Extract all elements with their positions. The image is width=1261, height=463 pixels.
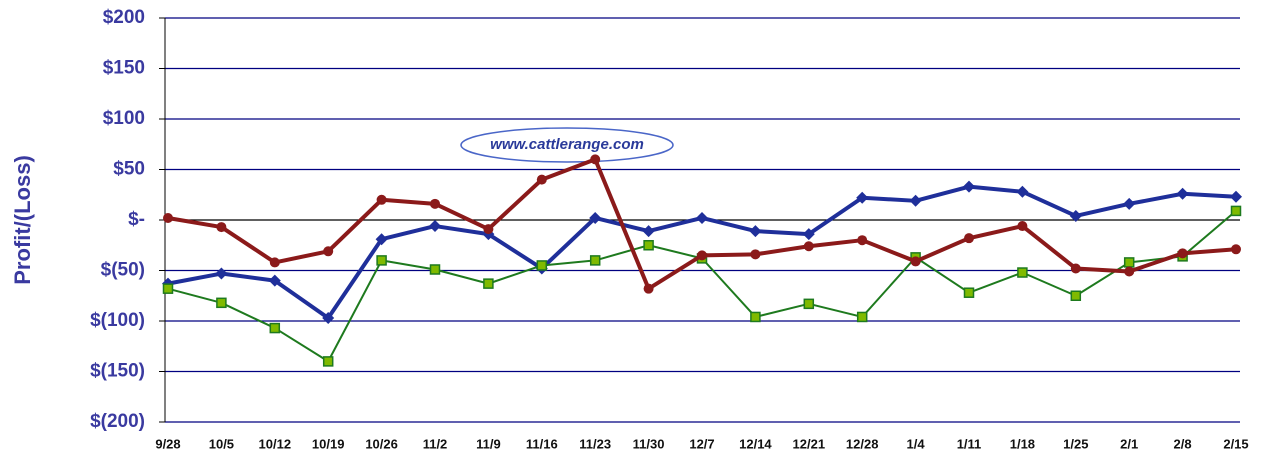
x-tick-label: 9/28 [155, 436, 180, 451]
marker [429, 220, 441, 233]
y-tick-label: $(150) [90, 361, 145, 382]
x-tick-label: 11/30 [633, 436, 665, 451]
marker [322, 311, 335, 324]
y-tick-label: $(50) [101, 260, 145, 281]
y-tick-label: $(100) [90, 310, 145, 331]
marker [536, 174, 547, 185]
marker [642, 225, 655, 238]
marker [749, 225, 762, 238]
y-tick-label: $(200) [90, 411, 145, 432]
marker [1123, 197, 1136, 210]
marker [215, 267, 228, 280]
marker [1070, 263, 1081, 274]
marker [429, 264, 441, 275]
marker [269, 257, 280, 268]
marker [1231, 244, 1241, 255]
y-tick-label: $150 [103, 58, 145, 79]
marker [856, 191, 869, 204]
marker [589, 255, 601, 266]
x-tick-label: 2/8 [1174, 436, 1192, 451]
marker [1230, 205, 1242, 217]
marker [216, 297, 227, 309]
x-tick-label: 1/18 [1010, 436, 1035, 451]
marker [1123, 257, 1135, 268]
marker [697, 250, 707, 261]
marker [750, 311, 761, 323]
marker [909, 194, 922, 207]
x-tick-label: 1/4 [907, 436, 926, 451]
marker [269, 322, 281, 334]
marker [376, 255, 387, 266]
x-tick-label: 10/5 [209, 436, 234, 451]
marker [643, 240, 654, 251]
x-tick-label: 1/11 [957, 436, 982, 451]
x-tick-label: 2/1 [1120, 436, 1138, 451]
marker [483, 278, 494, 289]
marker [163, 212, 173, 223]
marker [1017, 221, 1028, 232]
y-tick-label: $100 [103, 108, 145, 129]
x-tick-label: 12/7 [689, 436, 714, 451]
marker [322, 356, 334, 367]
marker [696, 211, 708, 224]
x-tick-label: 11/23 [579, 436, 611, 451]
marker [1124, 266, 1135, 277]
marker [483, 224, 494, 235]
watermark: www.cattlerange.com [490, 136, 644, 153]
marker [1230, 190, 1242, 203]
marker [963, 180, 975, 193]
marker [216, 222, 227, 233]
marker [802, 228, 815, 241]
x-tick-label: 11/2 [423, 436, 448, 451]
marker [430, 198, 440, 209]
marker [323, 246, 334, 257]
x-tick-label: 11/16 [526, 436, 558, 451]
marker [963, 287, 975, 298]
marker [643, 283, 654, 294]
marker [1016, 185, 1029, 198]
x-tick-label: 10/26 [365, 436, 398, 451]
marker [910, 256, 921, 267]
marker [589, 211, 602, 224]
marker [1017, 267, 1028, 278]
marker [1070, 290, 1082, 301]
marker [964, 233, 974, 244]
marker [750, 249, 761, 260]
x-tick-label: 12/21 [793, 436, 826, 451]
x-tick-label: 12/28 [846, 436, 879, 451]
marker [536, 260, 548, 271]
marker [162, 283, 174, 294]
marker [1069, 209, 1082, 222]
marker [1176, 187, 1189, 200]
marker [803, 241, 814, 252]
marker [857, 235, 868, 246]
marker [375, 233, 388, 246]
marker [376, 194, 387, 205]
series-line [167, 210, 1237, 363]
y-axis-title: Profit/(Loss) [10, 155, 35, 285]
marker [803, 298, 815, 310]
y-tick-label: $50 [113, 159, 145, 180]
y-tick-label: $- [128, 209, 145, 230]
marker [268, 274, 281, 287]
x-tick-label: 1/25 [1063, 436, 1088, 451]
x-tick-label: 2/15 [1223, 436, 1248, 451]
y-tick-label: $200 [103, 7, 145, 28]
x-tick-label: 10/19 [312, 436, 345, 451]
x-tick-label: 11/9 [476, 436, 501, 451]
x-tick-label: 10/12 [259, 436, 292, 451]
marker [1177, 248, 1188, 259]
marker [590, 154, 601, 165]
x-tick-label: 12/14 [739, 436, 772, 451]
watermark-oval [460, 127, 674, 163]
marker [856, 311, 868, 323]
